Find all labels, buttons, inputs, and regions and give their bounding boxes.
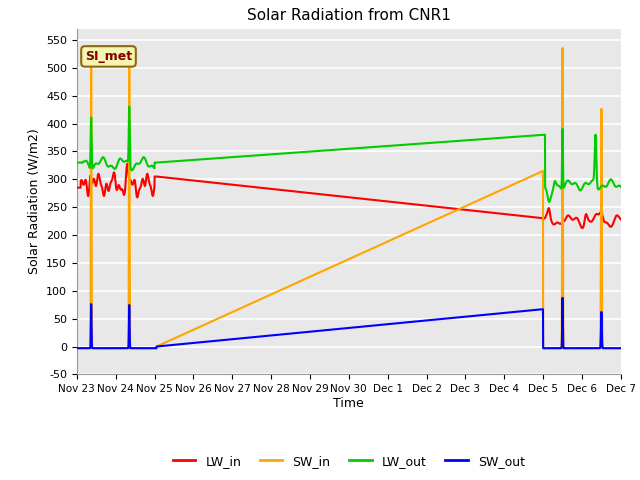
LW_in — [305, 190, 313, 196]
SW_out — [135, 345, 143, 351]
LW_in — [617, 216, 625, 222]
LW_out — [168, 158, 175, 164]
LW_in — [135, 188, 143, 193]
LW_out — [548, 191, 556, 197]
SW_out — [548, 345, 556, 351]
Line: SW_out: SW_out — [77, 298, 621, 348]
SW_out — [167, 342, 175, 348]
SW_in — [282, 285, 289, 291]
SW_out — [282, 331, 289, 337]
LW_in — [548, 219, 556, 225]
Line: SW_in: SW_in — [77, 48, 621, 348]
SW_in — [167, 337, 175, 343]
LW_out — [125, 104, 133, 109]
LW_out — [617, 184, 625, 190]
LW_in — [168, 175, 175, 181]
SW_in — [617, 345, 625, 351]
SW_in — [305, 275, 313, 280]
Line: LW_in: LW_in — [77, 164, 621, 228]
Legend: LW_in, SW_in, LW_out, SW_out: LW_in, SW_in, LW_out, SW_out — [168, 450, 530, 473]
SW_in — [607, 345, 614, 351]
SW_out — [559, 295, 566, 300]
Line: LW_out: LW_out — [77, 107, 621, 202]
SW_out — [617, 345, 625, 351]
LW_in — [579, 225, 586, 231]
LW_in — [607, 224, 614, 229]
SW_in — [73, 345, 81, 351]
LW_out — [135, 161, 143, 167]
LW_in — [73, 185, 81, 191]
LW_out — [73, 160, 81, 166]
Y-axis label: Solar Radiation (W/m2): Solar Radiation (W/m2) — [28, 129, 40, 275]
LW_in — [282, 188, 289, 193]
SW_in — [559, 45, 566, 51]
SW_in — [548, 345, 556, 351]
X-axis label: Time: Time — [333, 397, 364, 410]
Title: Solar Radiation from CNR1: Solar Radiation from CNR1 — [247, 9, 451, 24]
LW_out — [305, 149, 313, 155]
SW_out — [305, 329, 313, 335]
LW_out — [607, 177, 614, 182]
SW_out — [73, 345, 81, 351]
LW_out — [282, 150, 289, 156]
Text: SI_met: SI_met — [85, 50, 132, 63]
SW_out — [607, 345, 614, 351]
SW_in — [135, 345, 143, 351]
LW_in — [124, 161, 131, 167]
LW_out — [545, 199, 553, 205]
